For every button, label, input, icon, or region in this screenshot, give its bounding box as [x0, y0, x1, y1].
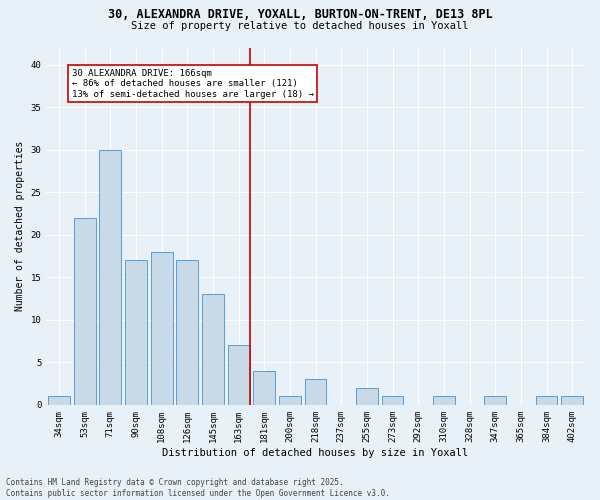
Bar	[48, 396, 70, 405]
Bar	[151, 252, 173, 405]
Bar	[279, 396, 301, 405]
Text: 30, ALEXANDRA DRIVE, YOXALL, BURTON-ON-TRENT, DE13 8PL: 30, ALEXANDRA DRIVE, YOXALL, BURTON-ON-T…	[107, 8, 493, 20]
Bar	[100, 150, 121, 405]
Bar	[202, 294, 224, 405]
Bar	[125, 260, 147, 405]
Text: Size of property relative to detached houses in Yoxall: Size of property relative to detached ho…	[131, 21, 469, 31]
Bar	[433, 396, 455, 405]
Y-axis label: Number of detached properties: Number of detached properties	[15, 141, 25, 312]
Text: 30 ALEXANDRA DRIVE: 166sqm
← 86% of detached houses are smaller (121)
13% of sem: 30 ALEXANDRA DRIVE: 166sqm ← 86% of deta…	[72, 69, 314, 98]
Bar	[356, 388, 378, 405]
Bar	[253, 371, 275, 405]
X-axis label: Distribution of detached houses by size in Yoxall: Distribution of detached houses by size …	[163, 448, 469, 458]
Text: Contains HM Land Registry data © Crown copyright and database right 2025.
Contai: Contains HM Land Registry data © Crown c…	[6, 478, 390, 498]
Bar	[484, 396, 506, 405]
Bar	[382, 396, 403, 405]
Bar	[536, 396, 557, 405]
Bar	[561, 396, 583, 405]
Bar	[176, 260, 198, 405]
Bar	[74, 218, 95, 405]
Bar	[228, 346, 250, 405]
Bar	[305, 380, 326, 405]
